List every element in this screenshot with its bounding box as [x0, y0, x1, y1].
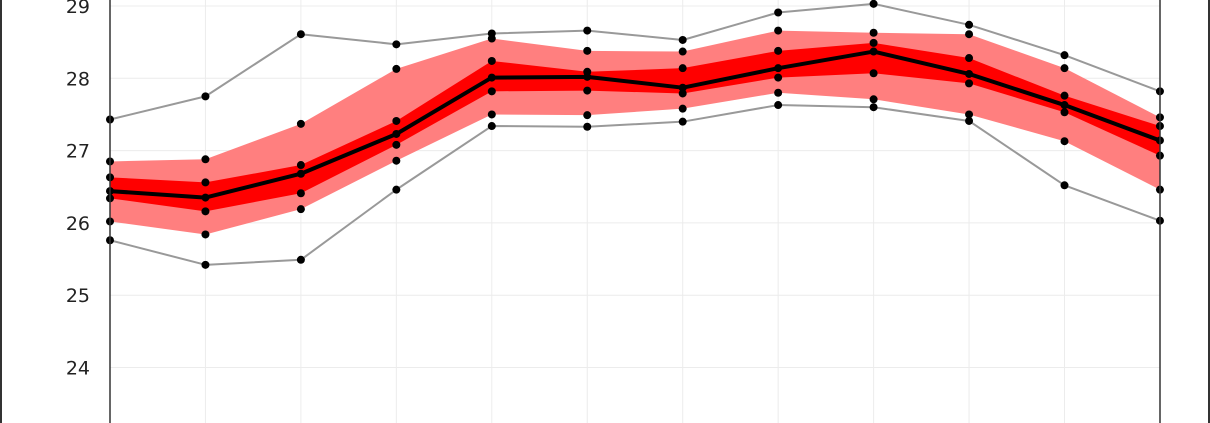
- point-outer-upper-10: [965, 30, 974, 39]
- point-outer-lower-4: [392, 156, 401, 165]
- point-min-9: [869, 103, 878, 112]
- point-max-8: [774, 8, 783, 17]
- point-outer-upper-8: [774, 26, 783, 35]
- point-outer-upper-4: [392, 64, 401, 73]
- point-outer-lower-8: [774, 88, 783, 97]
- point-inner-upper-7: [678, 64, 687, 73]
- point-max-2: [201, 92, 210, 101]
- point-outer-upper-2: [201, 155, 210, 164]
- point-mean-3: [296, 169, 305, 178]
- min-line: [109, 104, 1161, 266]
- y-tick-label-26: 26: [66, 213, 90, 235]
- band-layer: [110, 30, 1160, 235]
- point-mean-11: [1060, 101, 1069, 110]
- point-max-7: [678, 35, 687, 44]
- point-inner-lower-10: [965, 79, 974, 88]
- point-min-3: [296, 255, 305, 264]
- point-inner-lower-2: [201, 207, 210, 216]
- point-min-11: [1060, 181, 1069, 190]
- point-outer-lower-6: [583, 111, 592, 120]
- point-outer-upper-5: [487, 34, 496, 43]
- point-inner-lower-4: [392, 140, 401, 149]
- y-tick-label-27: 27: [66, 141, 90, 163]
- point-mean-9: [869, 47, 878, 56]
- point-inner-upper-11: [1060, 91, 1069, 100]
- point-min-10: [965, 116, 974, 125]
- point-outer-upper-3: [296, 119, 305, 128]
- point-min-8: [774, 101, 783, 110]
- point-mean-10: [965, 69, 974, 78]
- point-min-4: [392, 185, 401, 194]
- point-outer-upper-9: [869, 28, 878, 37]
- y-tick-label-24: 24: [66, 358, 90, 380]
- point-min-7: [678, 117, 687, 126]
- mean-line: [109, 49, 1161, 200]
- point-outer-upper-7: [678, 47, 687, 56]
- max-line: [109, 2, 1161, 121]
- point-mean-2: [201, 193, 210, 202]
- axis-layer: 24 25 26 27 28 29: [66, 0, 1161, 423]
- point-inner-upper-10: [965, 54, 974, 63]
- point-inner-upper-9: [869, 38, 878, 47]
- point-inner-lower-8: [774, 73, 783, 82]
- point-max-3: [296, 30, 305, 39]
- point-inner-upper-2: [201, 178, 210, 187]
- point-mean-8: [774, 64, 783, 73]
- point-inner-upper-5: [487, 56, 496, 65]
- marker-layer: [106, 0, 1164, 269]
- point-outer-lower-9: [869, 95, 878, 104]
- point-min-6: [583, 122, 592, 131]
- point-max-11: [1060, 51, 1069, 60]
- point-outer-upper-6: [583, 46, 592, 55]
- point-outer-lower-5: [487, 110, 496, 119]
- point-outer-upper-11: [1060, 64, 1069, 73]
- point-inner-lower-5: [487, 87, 496, 96]
- outer-band: [110, 30, 1160, 235]
- y-tick-label-29: 29: [66, 0, 90, 18]
- point-min-2: [201, 260, 210, 269]
- point-inner-lower-11: [1060, 108, 1069, 117]
- point-inner-upper-6: [583, 67, 592, 76]
- line-layer: [109, 2, 1161, 266]
- point-outer-lower-3: [296, 205, 305, 214]
- point-max-6: [583, 26, 592, 35]
- point-inner-lower-7: [678, 89, 687, 98]
- point-mean-4: [392, 129, 401, 138]
- point-mean-5: [487, 73, 496, 82]
- point-inner-upper-3: [296, 161, 305, 170]
- y-tick-label-28: 28: [66, 68, 90, 90]
- point-inner-lower-3: [296, 189, 305, 198]
- point-max-10: [965, 20, 974, 29]
- point-inner-lower-9: [869, 69, 878, 78]
- point-max-9: [869, 0, 878, 8]
- point-inner-lower-6: [583, 86, 592, 95]
- point-outer-lower-10: [965, 110, 974, 119]
- point-max-4: [392, 40, 401, 49]
- point-outer-lower-7: [678, 104, 687, 113]
- y-tick-label-25: 25: [66, 285, 90, 307]
- point-inner-upper-4: [392, 116, 401, 125]
- point-outer-lower-2: [201, 230, 210, 239]
- point-min-5: [487, 122, 496, 131]
- point-mean-7: [678, 83, 687, 92]
- point-outer-lower-11: [1060, 137, 1069, 146]
- point-inner-upper-8: [774, 46, 783, 55]
